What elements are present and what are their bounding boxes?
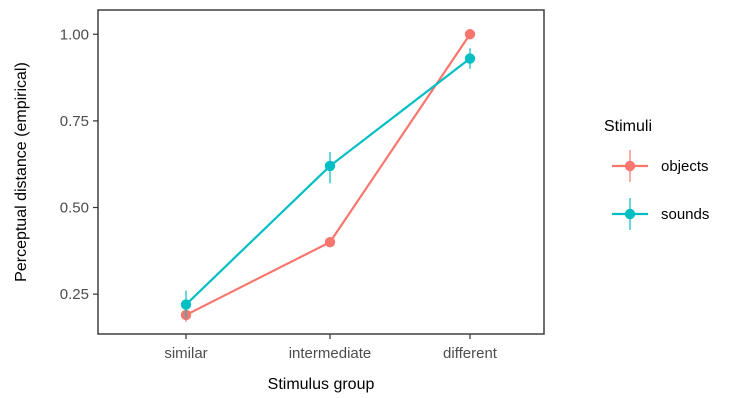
x-tick-label-intermediate: intermediate xyxy=(289,345,372,362)
series-line-objects xyxy=(185,33,471,316)
y-tick-label: 1.00 xyxy=(60,26,89,43)
x-tick-label-different: different xyxy=(443,345,498,362)
y-tick-label: 0.75 xyxy=(60,113,89,130)
axes: 0.25 0.50 0.75 1.00 similar intermediate diffe… xyxy=(60,26,498,362)
legend-key-point xyxy=(624,208,636,220)
legend: Stimuli objects sounds xyxy=(604,118,709,230)
x-axis-title: Stimulus group xyxy=(268,376,375,393)
legend-item-sounds: sounds xyxy=(612,198,709,230)
data-point-objects xyxy=(464,29,476,40)
data-point-sounds xyxy=(464,53,476,64)
data-point-sounds xyxy=(324,160,336,172)
plot-panel-border xyxy=(97,9,545,335)
data-point-objects xyxy=(324,236,336,248)
data-point-sounds xyxy=(180,299,192,310)
legend-key-point xyxy=(624,160,636,172)
y-axis-title: Perceptual distance (empirical) xyxy=(13,62,30,282)
legend-item-objects: objects xyxy=(612,150,709,182)
legend-title: Stimuli xyxy=(604,118,652,135)
series-objects xyxy=(180,29,476,322)
x-tick-label-similar: similar xyxy=(164,345,207,362)
legend-label-objects: objects xyxy=(661,158,709,175)
legend-label-sounds: sounds xyxy=(661,206,709,223)
series-line-sounds xyxy=(185,57,471,306)
y-tick-label: 0.50 xyxy=(60,200,89,217)
series-sounds xyxy=(180,48,476,319)
plot-marks xyxy=(180,29,476,322)
y-tick-label: 0.25 xyxy=(60,286,89,303)
